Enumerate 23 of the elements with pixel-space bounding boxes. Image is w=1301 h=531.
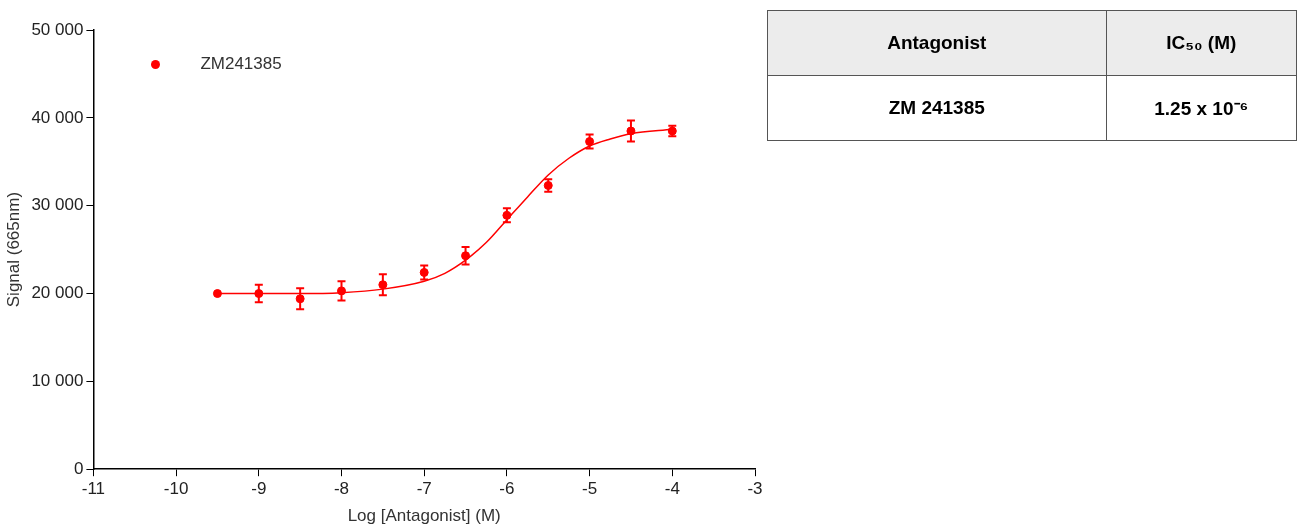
y-tick-label: 10 000 [31, 371, 84, 391]
text: IC₅₀ (M) [1106, 10, 1297, 76]
x-tick-label: -5 [582, 479, 598, 499]
legend-label: ZM241385 [200, 54, 282, 74]
y-tick-label: 20 000 [31, 283, 84, 303]
x-tick-label: -6 [499, 479, 515, 499]
text: 1.25 x 10⁻⁶ [1106, 75, 1297, 141]
point [212, 289, 222, 299]
y-axis-title: Signal (665nm) [3, 191, 23, 308]
text: ZM 241385 [767, 75, 1107, 141]
y-tick-label: 50 000 [31, 19, 84, 39]
x-tick-label: -11 [81, 479, 106, 499]
x-tick-label: -3 [747, 479, 763, 499]
y-tick-label: 30 000 [31, 195, 84, 215]
y-tick-label: 0 [73, 458, 84, 478]
text: Antagonist [767, 10, 1107, 76]
x-axis-title: Log [Antagonist] (M) [347, 506, 501, 526]
x-tick-label: -4 [664, 479, 680, 499]
x-tick-label: -10 [163, 479, 189, 499]
y-tick-label: 40 000 [31, 107, 84, 127]
x-tick-label: -9 [251, 479, 267, 499]
x-tick-label: -7 [416, 479, 432, 499]
x-tick-label: -8 [333, 479, 350, 499]
